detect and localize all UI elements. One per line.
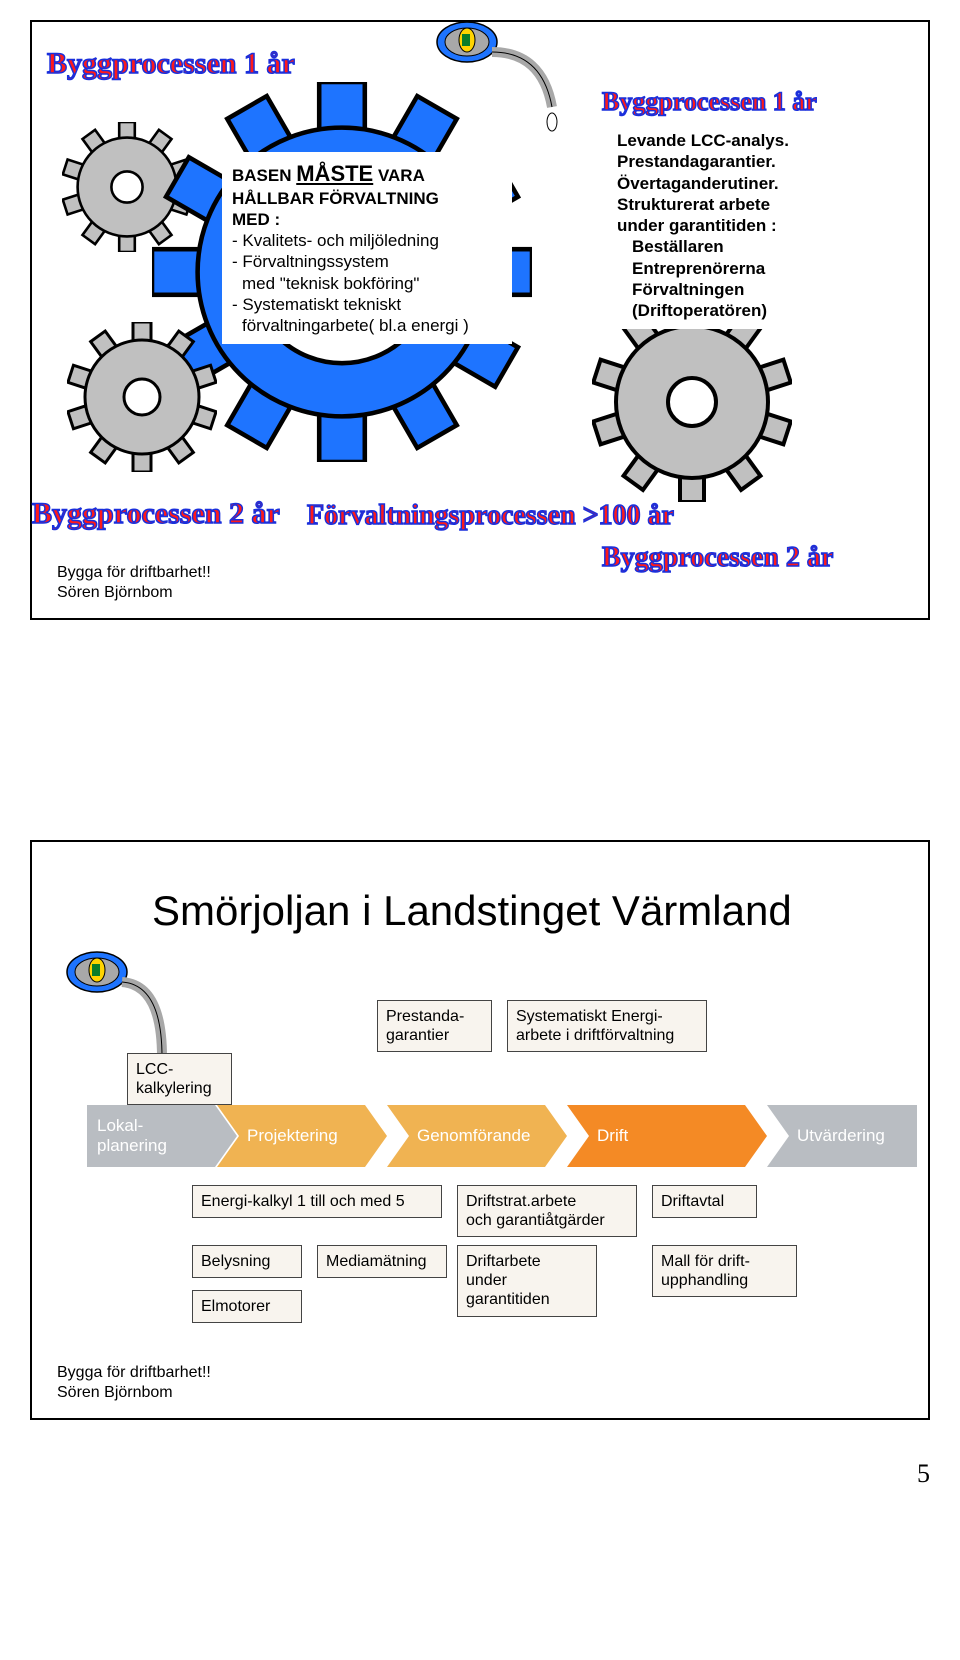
bb-mall: Mall för drift- upphandling bbox=[652, 1245, 797, 1297]
c1b: planering bbox=[97, 1136, 167, 1156]
lb-b5: förvaltningarbete( bl.a energi ) bbox=[232, 315, 502, 336]
left-text-box: BASEN MÅSTE VARA HÅLLBAR FÖRVALTNING MED… bbox=[222, 152, 512, 344]
slide-1: Byggprocessen 1 år Byggprocessen 1 år By… bbox=[30, 20, 930, 620]
lb-b2: - Förvaltningssystem bbox=[232, 251, 502, 272]
bb-mediamatning: Mediamätning bbox=[317, 1245, 447, 1278]
chev-utvardering: Utvärdering bbox=[767, 1105, 917, 1167]
bb-driftarbete: Driftarbete under garantitiden bbox=[457, 1245, 597, 1317]
bb1: Energi-kalkyl 1 till och med 5 bbox=[201, 1193, 405, 1210]
c1a: Lokal- bbox=[97, 1116, 167, 1136]
slide1-footer: Bygga för driftbarhet!! Sören Björnbom bbox=[57, 563, 211, 603]
tb1a: Prestanda- bbox=[386, 1007, 483, 1026]
rb-l6: Beställaren bbox=[617, 236, 822, 257]
rb-l1: Levande LCC-analys. bbox=[617, 130, 822, 151]
lb-b1: - Kvalitets- och miljöledning bbox=[232, 230, 502, 251]
bb7b: upphandling bbox=[661, 1271, 788, 1290]
topbox-prestanda: Prestanda- garantier bbox=[377, 1000, 492, 1052]
lb-line2: HÅLLBAR FÖRVALTNING bbox=[232, 188, 502, 209]
lb-title-big: MÅSTE bbox=[296, 161, 373, 186]
lb-b4: - Systematiskt tekniskt bbox=[232, 294, 502, 315]
bb4: Belysning bbox=[201, 1253, 270, 1270]
chev-lokalplanering: Lokal- planering bbox=[87, 1105, 237, 1167]
bb-energikalkyl: Energi-kalkyl 1 till och med 5 bbox=[192, 1185, 442, 1218]
bb6b: under bbox=[466, 1271, 588, 1290]
lb-b3: med "teknisk bokföring" bbox=[232, 273, 502, 294]
c3: Genomförande bbox=[417, 1126, 530, 1146]
footer2-a: Bygga för driftbarhet!! bbox=[57, 1363, 211, 1383]
c5: Utvärdering bbox=[797, 1126, 885, 1146]
slide2-footer: Bygga för driftbarhet!! Sören Björnbom bbox=[57, 1363, 211, 1403]
rb-l2: Prestandagarantier. bbox=[617, 151, 822, 172]
label-byggprocessen-2a: Byggprocessen 2 år bbox=[32, 497, 280, 531]
bb2b: och garantiåtgärder bbox=[466, 1211, 628, 1230]
lb-title-pre: BASEN bbox=[232, 166, 296, 185]
label-byggprocessen-1a: Byggprocessen 1 år bbox=[47, 47, 295, 81]
c4: Drift bbox=[597, 1126, 628, 1146]
topbox-systematiskt: Systematiskt Energi- arbete i driftförva… bbox=[507, 1000, 707, 1052]
lb-line3: MED : bbox=[232, 209, 502, 230]
oilcan-top-icon bbox=[422, 12, 592, 147]
footer1-a: Bygga för driftbarhet!! bbox=[57, 563, 211, 583]
slide2-title: Smörjoljan i Landstinget Värmland bbox=[152, 887, 908, 935]
right-text-box: Levande LCC-analys. Prestandagarantier. … bbox=[607, 122, 832, 329]
tb1b: garantier bbox=[386, 1026, 483, 1045]
bb8: Elmotorer bbox=[201, 1298, 270, 1315]
bb2a: Driftstrat.arbete bbox=[466, 1192, 628, 1211]
footer1-b: Sören Björnbom bbox=[57, 583, 211, 603]
chev-projektering: Projektering bbox=[217, 1105, 387, 1167]
label-byggprocessen-1b: Byggprocessen 1 år bbox=[602, 87, 817, 117]
rb-l7: Entreprenörerna bbox=[617, 258, 822, 279]
tb2a: Systematiskt Energi- bbox=[516, 1007, 698, 1026]
rb-l4: Strukturerat arbete bbox=[617, 194, 822, 215]
bb-belysning: Belysning bbox=[192, 1245, 302, 1278]
lb-title-post: VARA bbox=[373, 166, 425, 185]
page-number: 5 bbox=[917, 1459, 930, 1489]
bb-elmotorer: Elmotorer bbox=[192, 1290, 302, 1323]
bb5: Mediamätning bbox=[326, 1253, 427, 1270]
chev-drift: Drift bbox=[567, 1105, 767, 1167]
topbox-lcc: LCC- kalkylering bbox=[127, 1053, 232, 1105]
rb-l8: Förvaltningen bbox=[617, 279, 822, 300]
bb7a: Mall för drift- bbox=[661, 1252, 788, 1271]
bb3: Driftavtal bbox=[661, 1193, 724, 1210]
bb6a: Driftarbete bbox=[466, 1252, 588, 1271]
gear-gray-small-2 bbox=[67, 322, 217, 472]
rb-l3: Övertaganderutiner. bbox=[617, 173, 822, 194]
chev-genomforande: Genomförande bbox=[387, 1105, 567, 1167]
rb-l5: under garantitiden : bbox=[617, 215, 822, 236]
gear-gray-small-3 bbox=[592, 302, 792, 502]
tb3b: kalkylering bbox=[136, 1079, 223, 1098]
bb-driftstrat: Driftstrat.arbete och garantiåtgärder bbox=[457, 1185, 637, 1237]
flow-diagram: Prestanda- garantier Systematiskt Energi… bbox=[87, 965, 908, 1335]
label-forvaltningsprocessen: Förvaltningsprocessen >100 år bbox=[307, 500, 674, 532]
rb-l9: (Driftoperatören) bbox=[617, 300, 822, 321]
c2: Projektering bbox=[247, 1126, 338, 1146]
footer2-b: Sören Björnbom bbox=[57, 1383, 211, 1403]
label-byggprocessen-2b: Byggprocessen 2 år bbox=[602, 542, 833, 574]
chevron-row: Lokal- planering Projektering Genomföran… bbox=[87, 1105, 907, 1167]
slide-2: Smörjoljan i Landstinget Värmland Presta… bbox=[30, 840, 930, 1420]
bb6c: garantitiden bbox=[466, 1290, 588, 1309]
bb-driftavtal: Driftavtal bbox=[652, 1185, 757, 1218]
tb2b: arbete i driftförvaltning bbox=[516, 1026, 698, 1045]
tb3a: LCC- bbox=[136, 1060, 223, 1079]
